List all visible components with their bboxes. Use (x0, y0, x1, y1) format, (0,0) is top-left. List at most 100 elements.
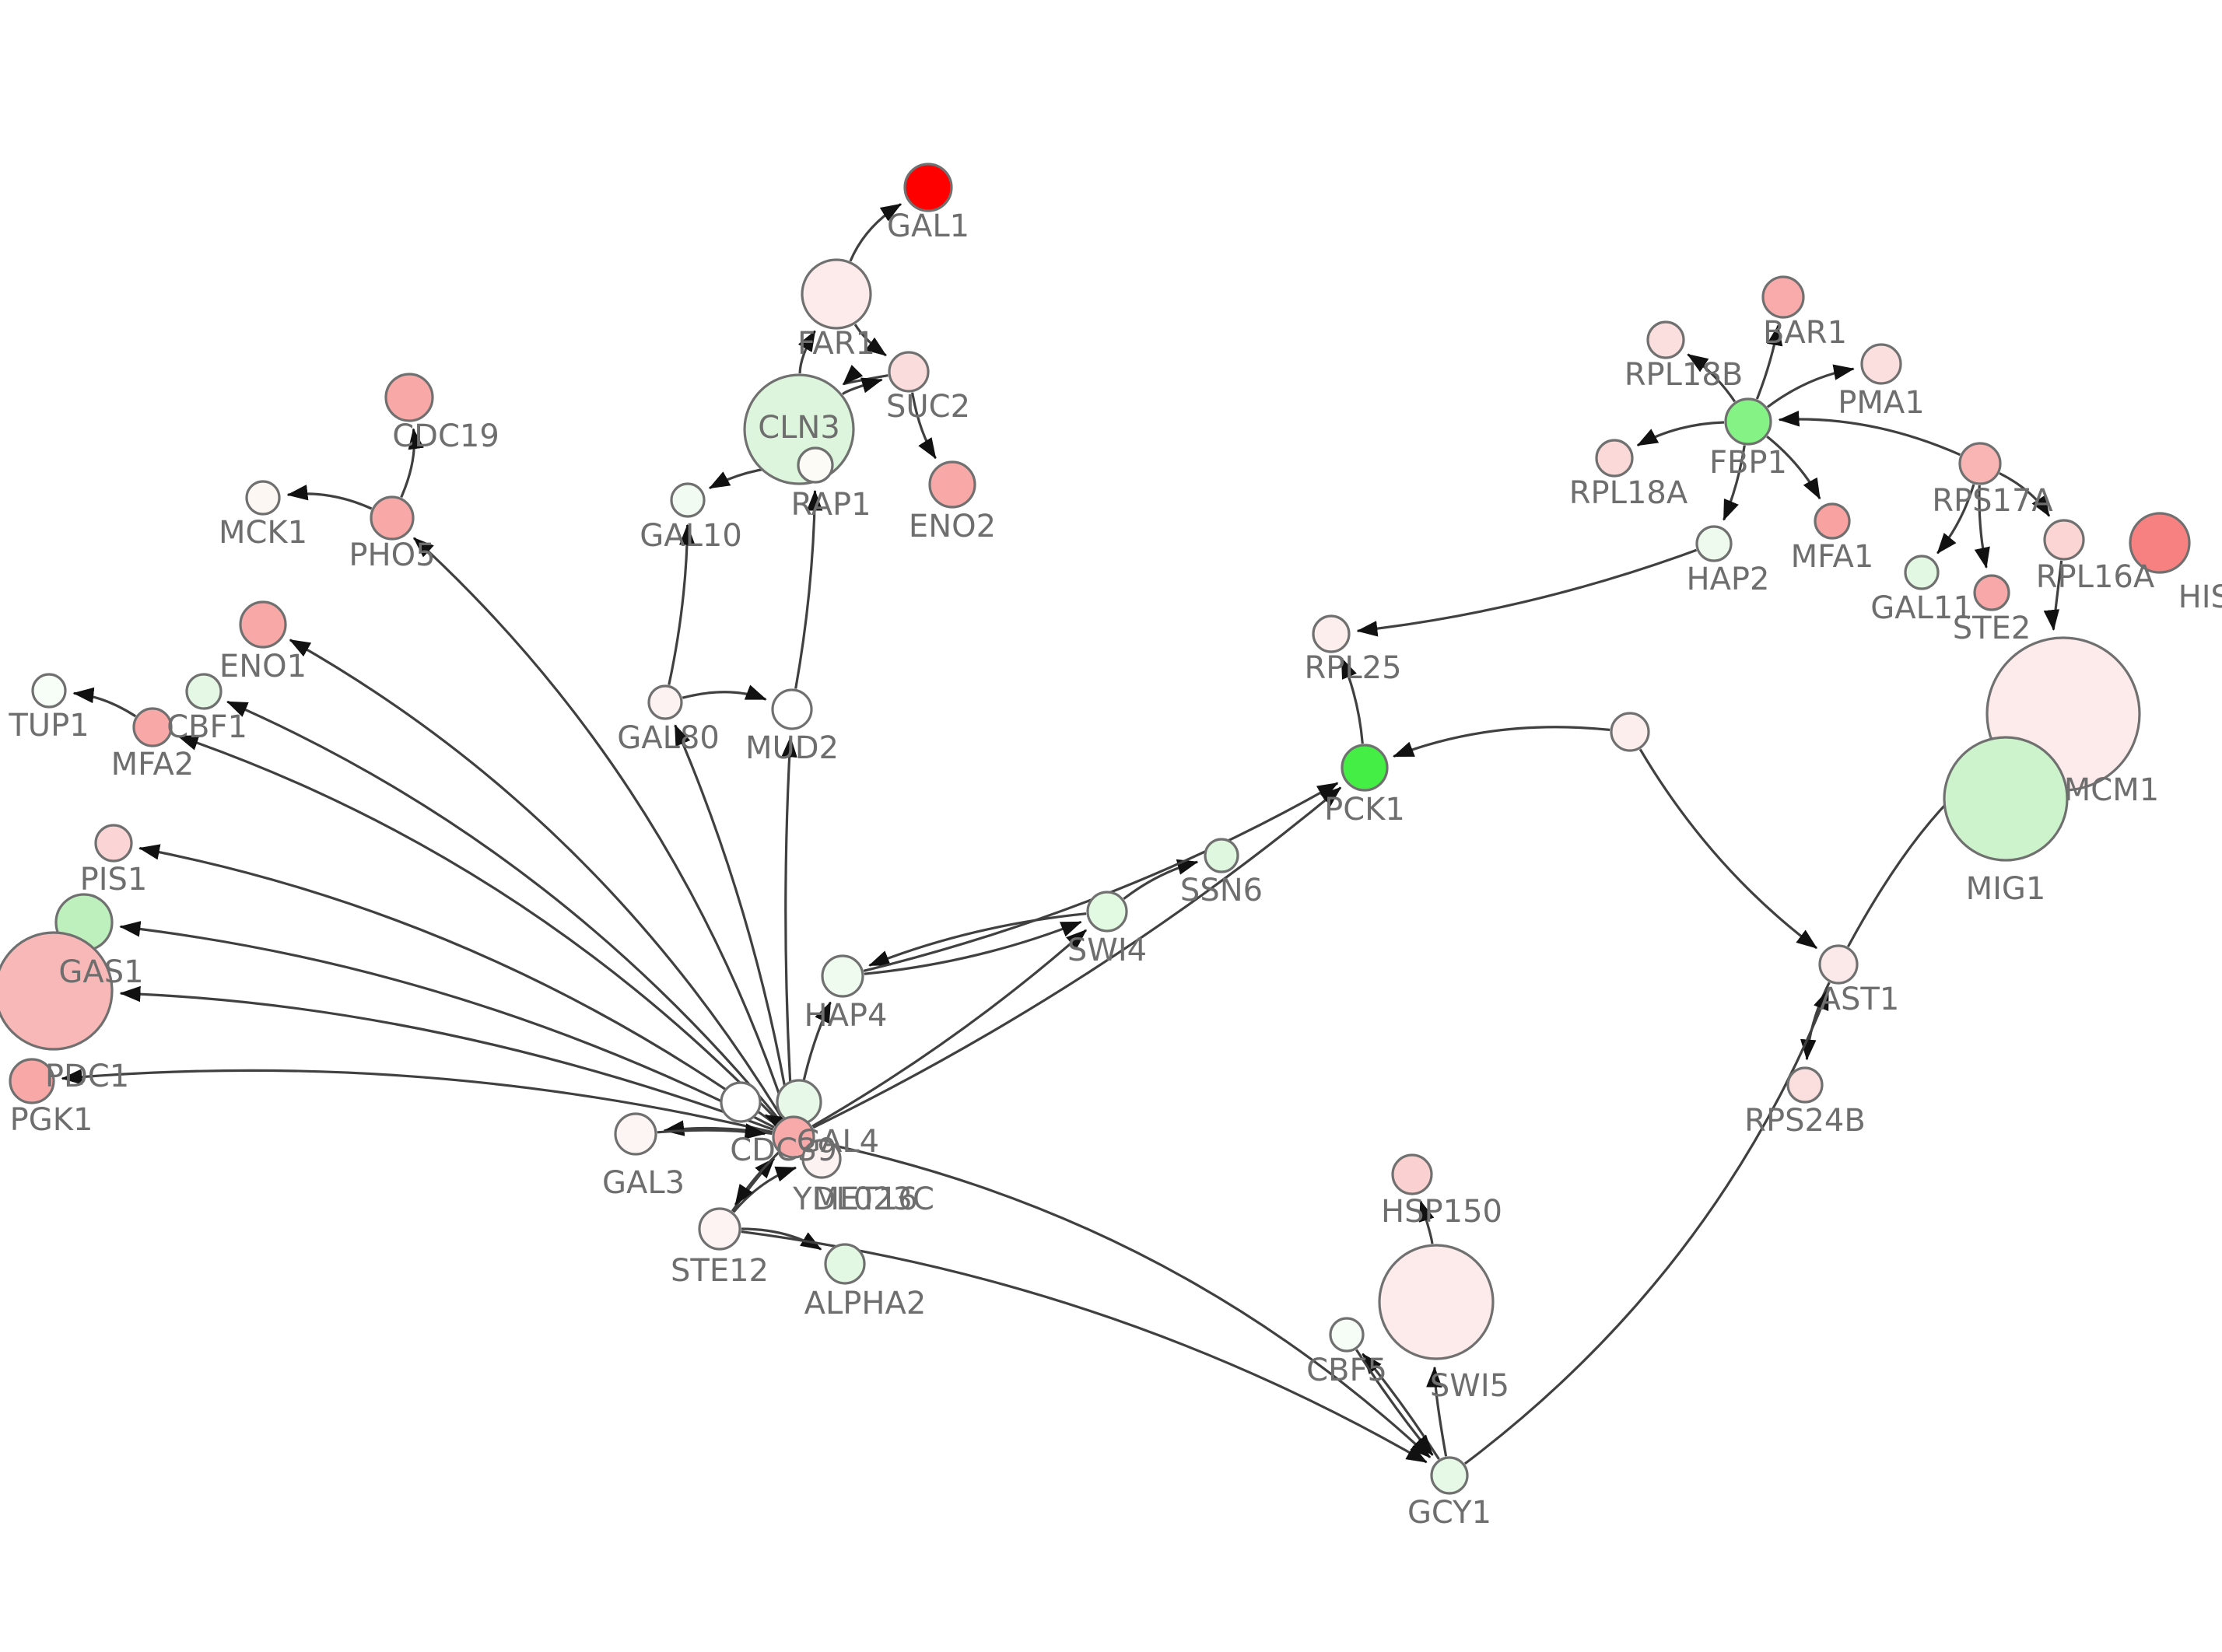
edge-gal4-to-pck1[interactable] (812, 786, 1342, 1129)
node-ste2[interactable] (1973, 574, 2010, 611)
edge-gal4-to-pis1[interactable] (138, 844, 777, 1125)
node-cdc39[interactable] (720, 1081, 762, 1123)
edge-gcy1-to-swi5[interactable] (1426, 1366, 1448, 1457)
edge-far1-to-suc2[interactable] (853, 324, 887, 357)
edge-ste12-to-ydl023c[interactable] (732, 1166, 797, 1213)
node-swi5[interactable] (1378, 1244, 1495, 1360)
edge-gal80-to-gal10[interactable] (668, 523, 696, 685)
node-mud2[interactable] (771, 688, 813, 730)
edge-pho5-to-mck1[interactable] (286, 485, 373, 510)
edge-swi5-to-hsp150[interactable] (1418, 1200, 1435, 1244)
edge-fbp1-to-mfa1[interactable] (1766, 436, 1821, 500)
node-mfa2[interactable] (132, 707, 173, 747)
edge-gcy1-to-ast1[interactable] (1463, 989, 1830, 1465)
node-his4[interactable] (2129, 512, 2191, 574)
edge-fbp1-to-rpl18b[interactable] (1687, 353, 1737, 403)
node-pdc1[interactable] (0, 931, 114, 1051)
edge-far1-to-gal1[interactable] (849, 203, 902, 262)
node-far1[interactable] (801, 258, 872, 330)
node-gcy1[interactable] (1430, 1456, 1469, 1495)
node-gal3[interactable] (614, 1112, 657, 1156)
edge-gal4-to-eno1[interactable] (289, 639, 783, 1119)
node-bar1[interactable] (1761, 275, 1805, 319)
node-rps24b[interactable] (1786, 1066, 1824, 1104)
edge-gal4-to-ste12[interactable] (734, 1151, 780, 1206)
node-rap1[interactable] (797, 446, 834, 484)
edge-rps17a-to-rpl16a[interactable] (1999, 472, 2051, 517)
edge-gal4-to-mfa2[interactable] (177, 734, 780, 1122)
node-pma1[interactable] (1860, 343, 1902, 385)
edge-hap4-to-swi4[interactable] (864, 920, 1082, 975)
node-mig1[interactable] (1943, 736, 2069, 862)
node-eno1[interactable] (239, 600, 287, 649)
edge-node_unl1-to-pck1[interactable] (1393, 726, 1610, 758)
edge-gal4-to-pdc1[interactable] (119, 985, 774, 1131)
node-ste12[interactable] (698, 1207, 741, 1251)
node-fbp1[interactable] (1724, 397, 1772, 446)
node-mfa1[interactable] (1814, 502, 1851, 540)
edge-gal3-to-gal4[interactable] (657, 1123, 766, 1139)
node-cdc19[interactable] (384, 373, 434, 422)
edge-fbp1-to-hap2[interactable] (1723, 445, 1746, 521)
edge-mfa2-to-tup1[interactable] (72, 687, 137, 718)
edge-gal4-to-gas1[interactable] (119, 921, 775, 1129)
edge-suc2-to-eno2[interactable] (911, 392, 937, 460)
node-eno2[interactable] (928, 460, 976, 509)
node-gal11[interactable] (1904, 555, 1940, 590)
edge-cln3-to-suc2[interactable] (841, 377, 883, 396)
edge-fbp1-to-bar1[interactable] (1755, 324, 1783, 400)
edge-pck1-to-rpl25[interactable] (1340, 657, 1364, 744)
node-gal10[interactable] (670, 482, 706, 518)
node-tup1[interactable] (31, 673, 67, 709)
edge-cln3-to-far1[interactable] (797, 330, 816, 374)
edge-gal4-to-cbf1[interactable] (226, 700, 781, 1122)
node-pgk1[interactable] (9, 1058, 55, 1104)
node-rpl25[interactable] (1312, 614, 1351, 653)
edge-gal80-to-mud2[interactable] (682, 684, 767, 701)
edge-pho5-to-cdc19[interactable] (400, 428, 424, 499)
edge-node_unl1-to-ast1[interactable] (1638, 748, 1818, 950)
node-swi4[interactable] (1086, 891, 1128, 933)
edge-mud2-to-rap1[interactable] (794, 489, 823, 689)
edge-gal4-to-cdc39[interactable] (764, 1114, 787, 1132)
edge-fbp1-to-pma1[interactable] (1766, 364, 1855, 408)
node-pho5[interactable] (370, 495, 415, 541)
node-hap2[interactable] (1695, 525, 1733, 562)
edge-swi4-to-ssn6[interactable] (1123, 859, 1199, 900)
edge-ste12-to-alpha2[interactable] (741, 1227, 822, 1251)
edge-rps17a-to-gal11[interactable] (1936, 484, 1975, 555)
node-ssn6[interactable] (1204, 838, 1239, 873)
edge-rpl16a-to-mcm1[interactable] (2043, 560, 2063, 631)
node-rpl18a[interactable] (1595, 439, 1634, 478)
node-pis1[interactable] (94, 824, 133, 863)
node-hsp150[interactable] (1391, 1153, 1433, 1195)
node-gal1[interactable] (903, 163, 953, 212)
edge-swi4-to-hap4[interactable] (868, 912, 1087, 967)
node-node_unl1[interactable] (1610, 712, 1650, 752)
edge-gal4-to-gal80[interactable] (674, 724, 791, 1116)
edge-gal4-to-pho5[interactable] (412, 537, 788, 1117)
edge-suc2-to-cln3[interactable] (842, 365, 888, 386)
edge-rps17a-to-fbp1[interactable] (1778, 411, 1961, 457)
edge-hap2-to-rpl25[interactable] (1356, 548, 1698, 637)
node-cbf1[interactable] (185, 673, 223, 710)
edge-gal4-to-pgk1[interactable] (61, 1069, 773, 1134)
node-mck1[interactable] (245, 480, 281, 516)
node-hap4[interactable] (821, 954, 864, 998)
edge-gal4-to-gcy1[interactable] (815, 1140, 1432, 1458)
node-cbf5[interactable] (1329, 1317, 1365, 1353)
node-ydl023c[interactable] (801, 1139, 842, 1179)
edge-gal4-to-mud2[interactable] (781, 736, 797, 1116)
node-gal4[interactable] (772, 1115, 815, 1159)
node-suc2[interactable] (888, 351, 930, 393)
node-rpl16a[interactable] (2043, 519, 2085, 561)
node-pck1[interactable] (1341, 744, 1389, 792)
edge-rps17a-to-ste2[interactable] (1974, 485, 1990, 569)
node-gal80[interactable] (647, 684, 683, 720)
node-rps17a[interactable] (1958, 442, 2002, 485)
node-alpha2[interactable] (824, 1243, 866, 1285)
edge-gal4-to-swi4[interactable] (811, 929, 1088, 1128)
node-rpl18b[interactable] (1646, 320, 1685, 359)
node-ast1[interactable] (1818, 944, 1859, 985)
edge-fbp1-to-rpl18a[interactable] (1636, 421, 1725, 447)
